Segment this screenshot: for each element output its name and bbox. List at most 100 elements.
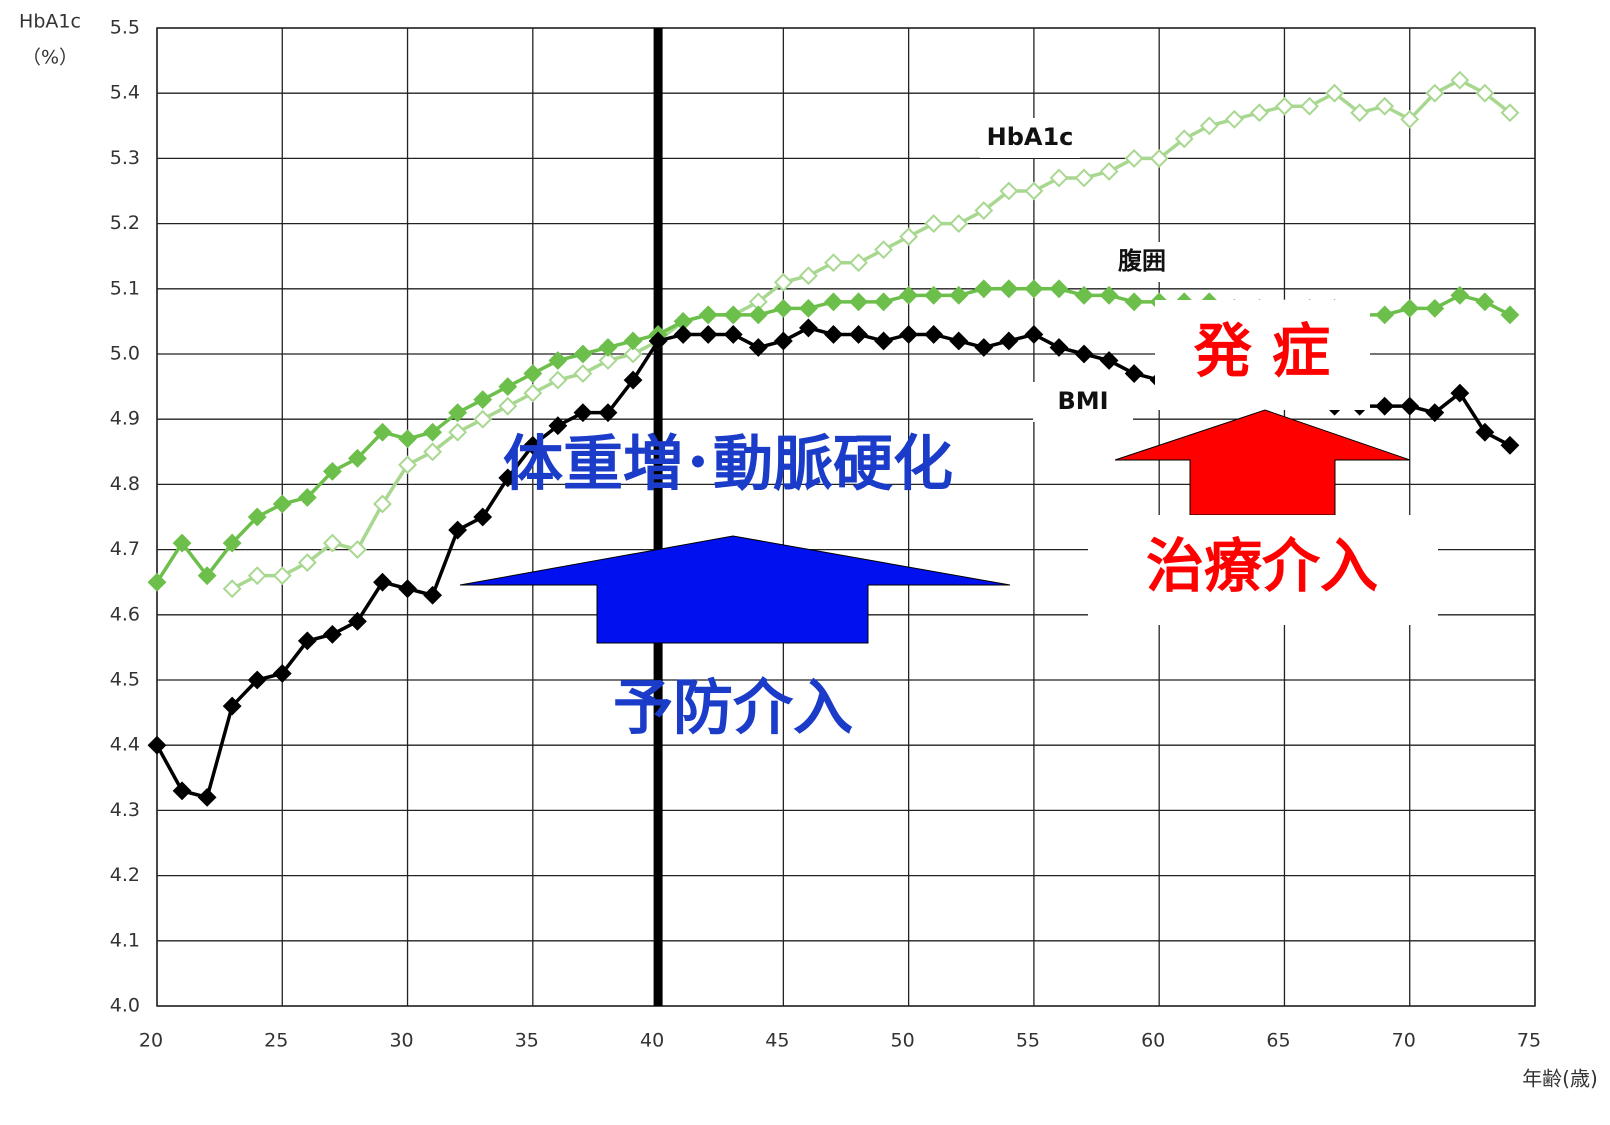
data-point (773, 331, 793, 351)
data-point (698, 325, 718, 344)
annotation: 体重増･動脈硬化 (503, 430, 953, 500)
data-point (1124, 292, 1144, 312)
data-point (222, 579, 242, 599)
data-point (322, 624, 342, 644)
data-point (348, 540, 367, 560)
data-point (1224, 109, 1244, 129)
data-point (498, 377, 518, 397)
data-point (1375, 305, 1395, 325)
y-axis-unit: （%） (22, 47, 78, 69)
data-point (272, 664, 292, 683)
data-point (824, 292, 843, 312)
data-point (1475, 422, 1495, 442)
data-point (423, 585, 443, 605)
data-point (1024, 279, 1044, 299)
data-point (1249, 103, 1269, 123)
data-point (498, 468, 518, 488)
data-point (322, 533, 342, 553)
data-point (373, 494, 392, 514)
data-point (573, 344, 593, 364)
label-bg (1092, 242, 1192, 282)
data-point (548, 370, 568, 390)
data-point (1199, 116, 1219, 136)
prevention-arrow (459, 535, 1011, 644)
data-point (322, 461, 342, 481)
data-point (473, 507, 493, 527)
x-tick-label: 40 (640, 1030, 664, 1052)
data-point (523, 364, 543, 383)
data-point (1500, 305, 1520, 325)
data-point (197, 566, 217, 586)
data-point (1174, 129, 1194, 149)
x-tick-label: 75 (1517, 1030, 1541, 1052)
data-point (373, 422, 392, 442)
y-tick-label: 4.0 (110, 995, 140, 1017)
data-point (1099, 351, 1119, 370)
annotation: 治療介入 (1146, 532, 1378, 600)
data-point (1350, 103, 1370, 123)
label-bg (980, 118, 1080, 158)
data-point (1400, 396, 1420, 416)
data-point (1375, 396, 1395, 416)
y-tick-label: 5.1 (110, 277, 140, 299)
data-point (222, 696, 242, 716)
data-point (1049, 279, 1069, 299)
data-point (773, 272, 793, 292)
treatment-arrow (1114, 409, 1411, 516)
data-point (1275, 96, 1294, 116)
label-bg (1033, 382, 1133, 422)
y-tick-label: 5.4 (110, 82, 140, 104)
series-line (231, 78, 1512, 591)
data-point (1450, 383, 1470, 403)
series-label: HbA1c (987, 123, 1074, 151)
y-tick-label: 4.5 (110, 669, 140, 691)
data-point (999, 181, 1019, 201)
data-point (1024, 181, 1044, 201)
data-point (1400, 109, 1420, 129)
y-tick-label: 5.5 (110, 17, 140, 39)
data-point (1300, 96, 1319, 116)
data-point (348, 611, 367, 631)
data-point (1074, 285, 1094, 305)
data-point (899, 285, 919, 305)
data-point (849, 292, 868, 312)
series-label: BMI (1057, 387, 1108, 415)
data-point (297, 553, 317, 573)
data-point (874, 292, 893, 312)
data-point (473, 409, 493, 429)
data-point (623, 370, 643, 390)
y-tick-label: 4.3 (110, 799, 140, 821)
data-point (874, 240, 893, 260)
data-point (623, 331, 643, 351)
data-point (247, 507, 267, 527)
data-point (348, 448, 367, 468)
data-point (448, 520, 468, 540)
data-point (272, 566, 292, 586)
data-point (723, 305, 743, 325)
data-point (849, 253, 868, 273)
data-point (949, 214, 969, 234)
annotation: 発 症 (1194, 317, 1330, 385)
x-tick-label: 20 (139, 1030, 163, 1052)
y-tick-label: 5.2 (110, 212, 140, 234)
data-point (899, 227, 919, 247)
data-point (1074, 168, 1094, 188)
data-point (723, 325, 743, 344)
label-bg (1155, 300, 1370, 410)
y-tick-label: 4.7 (110, 538, 140, 560)
data-point (824, 325, 843, 344)
data-point (1124, 364, 1144, 383)
data-point (598, 351, 618, 370)
data-point (648, 331, 668, 351)
data-point (824, 253, 843, 273)
x-tick-label: 55 (1016, 1030, 1040, 1052)
data-point (1450, 70, 1470, 90)
data-point (1099, 285, 1119, 305)
x-tick-label: 45 (765, 1030, 789, 1052)
data-point (498, 396, 518, 416)
data-point (398, 429, 417, 449)
data-point (473, 390, 493, 410)
data-point (1425, 298, 1445, 318)
data-point (949, 331, 969, 351)
data-point (172, 533, 192, 553)
